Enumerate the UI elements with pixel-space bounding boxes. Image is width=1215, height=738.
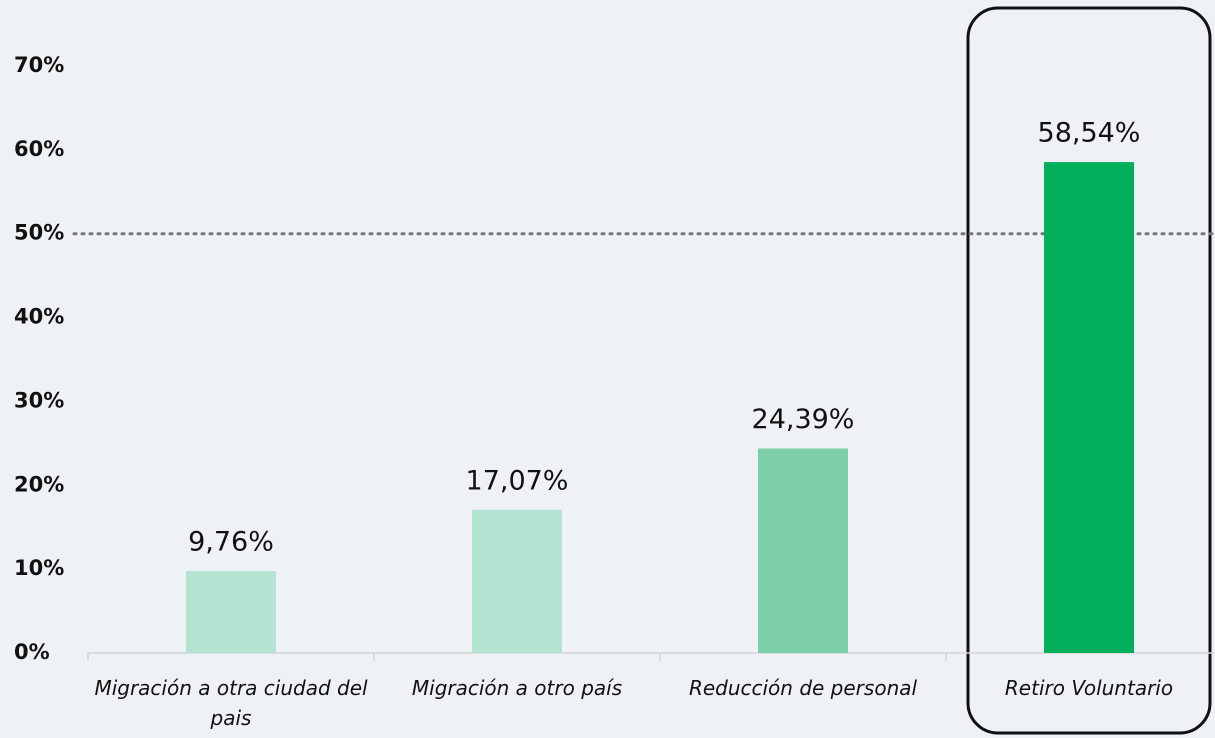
bar [186,571,276,653]
value-label: 58,54% [1038,118,1141,149]
bar [1044,162,1134,653]
x-tick-label: Retiro Voluntario [1004,676,1174,700]
bar [472,509,562,653]
y-tick-label: 40% [14,305,64,329]
y-tick-label: 30% [14,388,64,412]
value-label: 17,07% [466,465,569,496]
y-tick-label: 60% [14,137,64,161]
x-tick-label: Reducción de personal [688,676,918,700]
y-tick-label: 0% [14,640,50,664]
y-tick-label: 70% [14,53,64,77]
value-label: 9,76% [188,527,274,558]
bar [758,448,848,653]
y-tick-label: 10% [14,556,64,580]
y-tick-label: 20% [14,472,64,496]
value-label: 24,39% [752,404,855,435]
x-tick-label: Migración a otra ciudad del pais [94,676,368,730]
x-tick-label: Migración a otro país [411,676,623,700]
y-tick-label: 50% [14,221,64,245]
highlight-box [966,6,1212,735]
